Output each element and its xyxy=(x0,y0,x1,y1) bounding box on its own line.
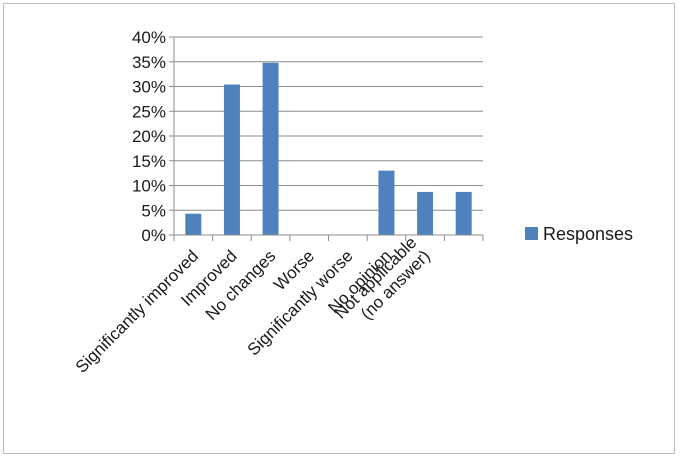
bars xyxy=(185,62,472,236)
y-tick-label: 15% xyxy=(132,152,166,171)
bar xyxy=(455,191,472,235)
x-category-label-group: Significantly improved xyxy=(72,246,202,376)
y-tick-label: 10% xyxy=(132,177,166,196)
y-tick-label: 35% xyxy=(132,53,166,72)
y-tick-label: 25% xyxy=(132,102,166,121)
y-tick-label: 30% xyxy=(132,78,166,97)
gridlines xyxy=(174,36,483,211)
y-tick-label: 40% xyxy=(132,28,166,47)
y-tick-label: 0% xyxy=(141,226,166,245)
bar xyxy=(262,62,279,235)
x-category-label: Significantly improved xyxy=(72,246,202,376)
y-tick-label: 20% xyxy=(132,127,166,146)
legend-swatch xyxy=(525,227,538,240)
chart-frame xyxy=(3,3,675,454)
y-tick-labels: 0% 5% 10% 15% 20% 25% 30% 35% 40% xyxy=(132,28,166,245)
bar xyxy=(378,170,395,235)
legend: Responses xyxy=(525,224,633,244)
bar xyxy=(223,84,240,236)
y-tick-label: 5% xyxy=(141,201,166,220)
bar xyxy=(185,213,202,235)
legend-label: Responses xyxy=(543,224,633,244)
bar xyxy=(417,191,434,235)
axes xyxy=(169,36,484,241)
